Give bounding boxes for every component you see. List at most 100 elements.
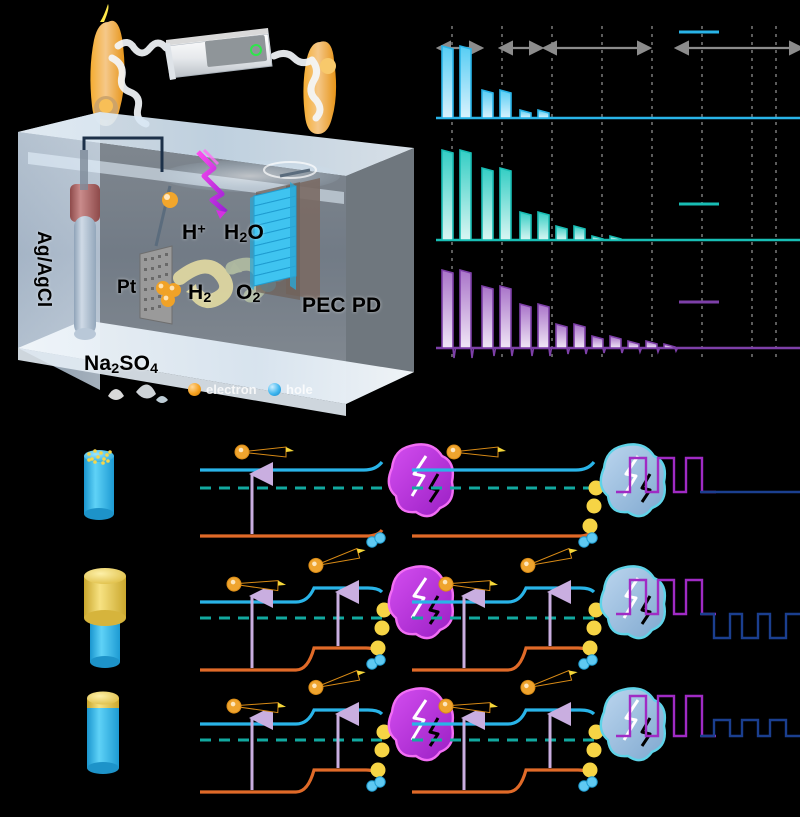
electron-carrier [586, 742, 602, 758]
response-waveform [700, 718, 800, 738]
electron-carrier [374, 620, 390, 636]
conduction-band [200, 586, 384, 604]
hot-electron-icon [226, 576, 287, 592]
structure-nanorod-with-thick-au-cap [84, 568, 126, 668]
tank-base [18, 320, 414, 404]
photocurrent-pulse [537, 108, 550, 119]
photocurrent-pulse [499, 284, 512, 349]
response-waveform [616, 694, 716, 738]
photocurrent-pulse [537, 210, 550, 241]
photocurrent-pulse [441, 268, 454, 349]
structure-nanorod-with-thin-au-cap [87, 691, 119, 774]
photocurrent-pulse [441, 44, 454, 119]
photocurrent-pulse [537, 302, 550, 349]
photocurrent-pulse [481, 166, 494, 241]
pec-cell-illustration [18, 4, 414, 416]
electron-particles [156, 192, 181, 307]
uv-band-panel [200, 443, 455, 548]
hot-electron-icon [308, 547, 366, 573]
hole-carrier [374, 532, 386, 544]
hot-electron-icon [520, 669, 578, 695]
photocurrent-pulse [663, 342, 676, 349]
series-trace-bottom [436, 268, 800, 359]
waveform-path [616, 456, 716, 494]
photocurrent-pulse [459, 148, 472, 241]
hole-carrier [374, 776, 386, 788]
pec-photodetector [250, 168, 320, 300]
transient-photocurrent-panel [430, 0, 800, 370]
uv-light-bolt-icon [196, 148, 228, 219]
waveform-path [700, 612, 800, 640]
h2-arrow-icon [173, 259, 234, 308]
electron-carrier [586, 498, 602, 514]
photocurrent-pulse [609, 334, 622, 349]
photocurrent-pulse [555, 322, 568, 349]
conduction-band [412, 460, 596, 472]
electron-carrier [370, 762, 386, 778]
reference-electrode [70, 150, 100, 340]
tank-base-front [18, 348, 346, 416]
lightning-bolt-icon [410, 699, 428, 741]
vis-band-panel [412, 547, 667, 672]
photocurrent-pulse [481, 88, 494, 119]
waveform-path [700, 718, 800, 738]
uv-light-icon [387, 443, 455, 518]
band-row-row-au-thin-cap [87, 669, 800, 794]
visible-light-icon [599, 565, 667, 640]
visible-light-icon [599, 443, 667, 518]
band-row-row-au-thick-cap [84, 547, 800, 672]
photocurrent-pulse [573, 322, 586, 349]
photocurrent-pulse [519, 302, 532, 349]
decay-spike [452, 347, 457, 359]
decay-spike [656, 347, 661, 355]
au-nanoparticle [99, 451, 103, 455]
decay-spike [492, 347, 497, 357]
photocurrent-pulse [499, 88, 512, 119]
photocurrent-pulse [627, 339, 640, 349]
response-waveform [700, 612, 800, 640]
lightning-bolt-icon [410, 577, 428, 619]
nanorod-bottom-face [90, 656, 120, 668]
valence-band [200, 646, 382, 672]
nanorod-body [87, 706, 119, 768]
label-reference-electrode: Ag/AgCl [33, 231, 54, 308]
label-oxygen: O2 [236, 281, 261, 307]
hot-electron-icon [226, 698, 287, 714]
conduction-band [412, 708, 596, 726]
waveform-path [616, 694, 716, 738]
band-diagram-panel [0, 422, 800, 812]
electron-carrier [586, 620, 602, 636]
photocurrent-pulse [609, 234, 622, 241]
electron-carrier [376, 602, 392, 618]
label-proton: H+ [182, 221, 206, 244]
response-waveform [616, 578, 716, 616]
decay-spike [548, 347, 553, 357]
cable-right [270, 49, 324, 122]
hole-carrier [586, 776, 598, 788]
valence-band [200, 529, 384, 538]
label-electrolyte: Na2SO4 [84, 352, 159, 378]
photocurrent-pulse [591, 234, 604, 241]
electron-carrier [582, 640, 598, 656]
electron-carrier [582, 518, 598, 534]
hot-electron-icon [446, 444, 506, 460]
au-nanoparticle [87, 452, 91, 456]
band-diagram-illustration [84, 443, 800, 794]
reference-wire [82, 136, 164, 172]
electron-carrier [376, 724, 392, 740]
photocurrent-pulse [499, 166, 512, 241]
conduction-band [412, 586, 596, 604]
au-nanoparticle [105, 453, 109, 457]
au-nanoparticle [101, 461, 105, 465]
decay-spike [602, 347, 607, 354]
pec-cell-panel: Ag/AgCl Pt H+ H2 H2O O2 PEC PD Na2SO4 el… [0, 0, 430, 430]
base-reflections [108, 384, 168, 403]
surface-ripple [263, 161, 317, 179]
hole-carrier [374, 654, 386, 666]
decay-spike [584, 347, 589, 355]
decay-spike [470, 347, 475, 359]
valence-band [200, 768, 382, 794]
vis-band-panel [412, 669, 667, 794]
electron-carrier [370, 640, 386, 656]
electron-carrier [582, 762, 598, 778]
